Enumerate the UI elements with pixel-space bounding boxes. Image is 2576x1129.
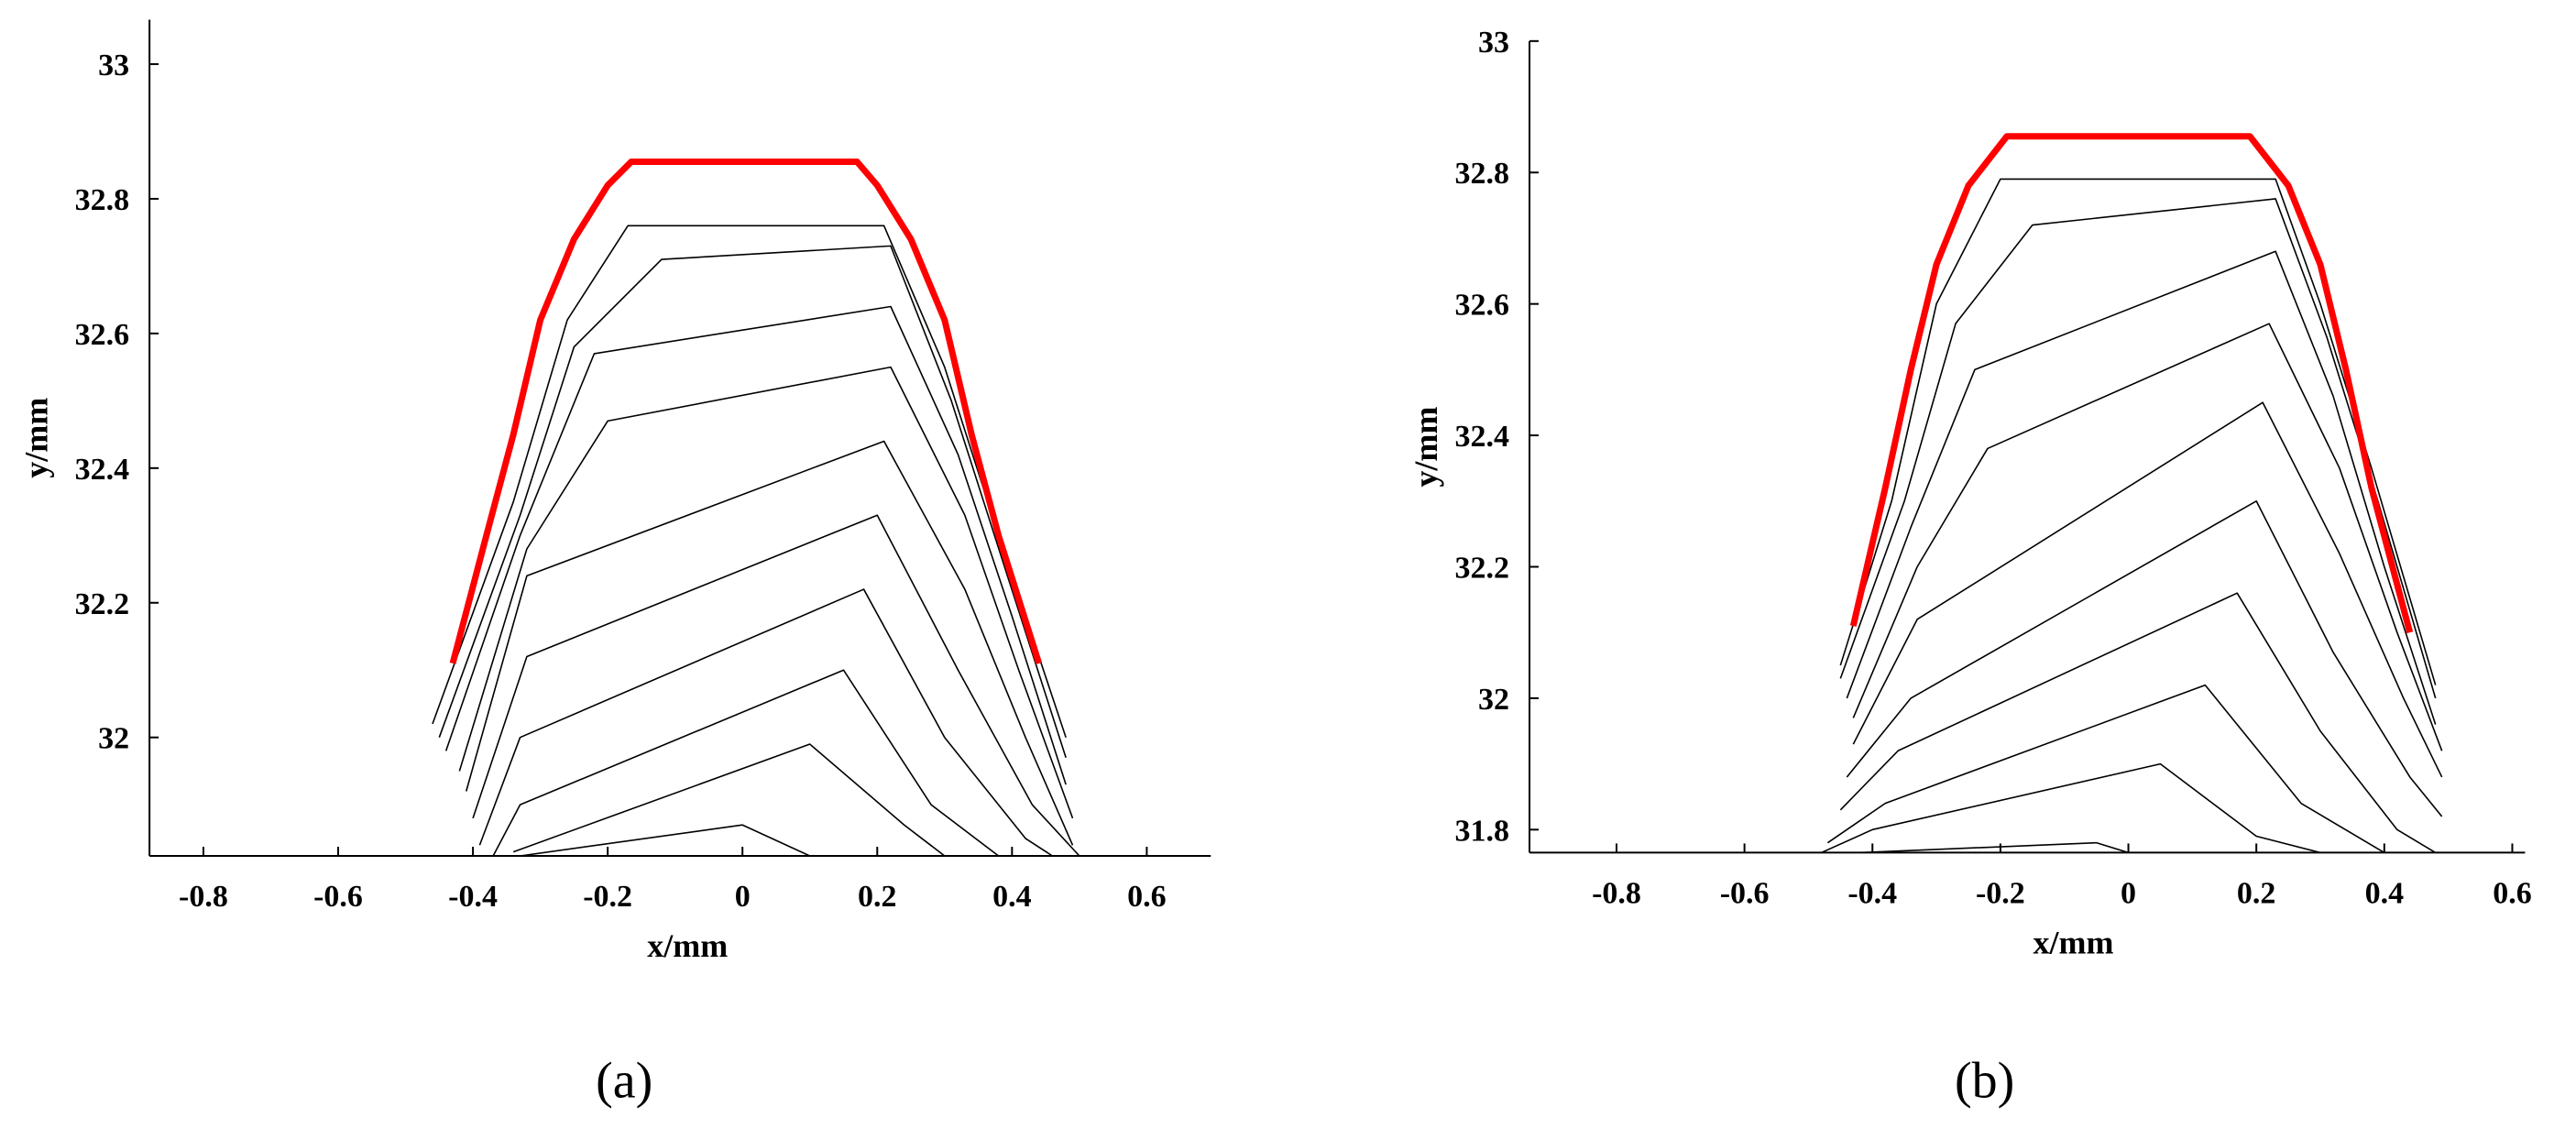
- y-axis-label: y/mm: [1408, 407, 1444, 488]
- curve: [432, 225, 1067, 738]
- curve: [1852, 323, 2443, 751]
- curve: [1826, 684, 2385, 853]
- curve: [465, 440, 1074, 846]
- x-tick-label: 0.6: [2493, 876, 2532, 910]
- x-tick-label: 0.4: [992, 880, 1032, 914]
- x-tick-label: -0.6: [1720, 876, 1770, 910]
- x-tick-label: 0: [2121, 876, 2136, 910]
- x-tick-label: 0.2: [2237, 876, 2276, 910]
- x-tick-label: -0.6: [313, 880, 363, 914]
- curve: [458, 366, 1074, 819]
- curve: [1839, 198, 2437, 699]
- y-tick-label: 32.6: [75, 318, 130, 352]
- x-tick-label: -0.2: [583, 880, 632, 914]
- panel-label: (a): [596, 1053, 652, 1110]
- x-tick-label: -0.4: [1847, 876, 1897, 910]
- y-tick-label: 32.4: [75, 453, 130, 487]
- subplot: -0.8 -0.6 -0.4 -0.2 0 0.2 0.4 0.6 31.8 32 32.2 32.4…: [1408, 26, 2532, 1110]
- x-tick-label: 0: [735, 880, 751, 914]
- y-tick-label: 32.8: [1455, 157, 1510, 191]
- y-tick-label: 32.2: [75, 587, 130, 621]
- curve: [520, 824, 811, 857]
- y-axis-label: y/mm: [17, 398, 54, 478]
- y-tick-label: 32.2: [1455, 551, 1510, 585]
- curve: [472, 514, 1080, 857]
- curve: [512, 743, 946, 857]
- x-tick-label: -0.8: [1592, 876, 1641, 910]
- curve: [1852, 401, 2443, 778]
- x-tick-label: 0.4: [2365, 876, 2405, 910]
- curve: [1821, 762, 2321, 853]
- curve: [1846, 250, 2437, 725]
- curve: [1849, 133, 2414, 634]
- curve: [1839, 592, 2437, 853]
- curve: [1839, 178, 2437, 685]
- curve: [444, 305, 1067, 785]
- y-tick-label: 32.4: [1455, 420, 1510, 454]
- curve: [1859, 841, 2129, 853]
- curve: [478, 588, 1053, 857]
- subplot: -0.8 -0.6 -0.4 -0.2 0 0.2 0.4 0.6 32 32.2 32.4 32.6…: [17, 19, 1211, 1110]
- y-tick-label: 32: [1478, 683, 1509, 717]
- x-tick-label: -0.8: [179, 880, 228, 914]
- x-tick-label: 0.6: [1127, 880, 1167, 914]
- x-axis-label: x/mm: [2033, 924, 2114, 960]
- x-tick-label: -0.4: [448, 880, 498, 914]
- x-tick-label: -0.2: [1976, 876, 2025, 910]
- y-tick-label: 31.8: [1455, 814, 1510, 848]
- x-tick-label: 0.2: [858, 880, 897, 914]
- y-tick-label: 32.8: [75, 183, 130, 217]
- curve: [438, 245, 1067, 758]
- plot-area: [1821, 133, 2443, 853]
- curve: [1846, 499, 2443, 817]
- y-tick-label: 33: [1478, 26, 1509, 60]
- y-tick-label: 32.6: [1455, 289, 1510, 323]
- curve: [449, 159, 1043, 664]
- y-tick-label: 32: [98, 722, 129, 756]
- x-axis-label: x/mm: [647, 927, 728, 964]
- panel-label: (b): [1955, 1053, 2014, 1110]
- curve: [492, 669, 1000, 857]
- plot-area: [432, 159, 1080, 857]
- y-tick-label: 33: [98, 49, 129, 82]
